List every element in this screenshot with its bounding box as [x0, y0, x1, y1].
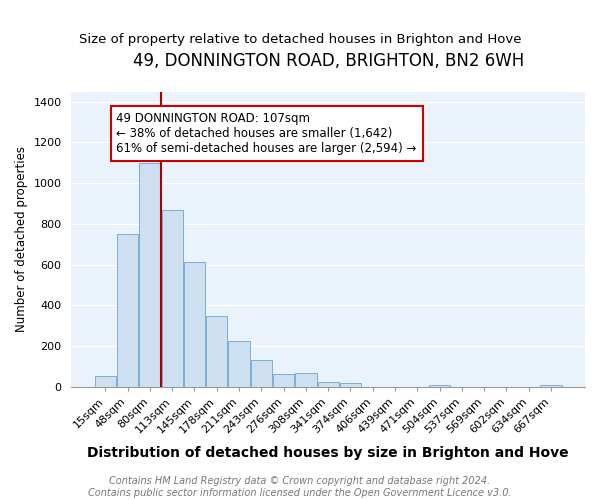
Bar — [251, 360, 272, 387]
Bar — [161, 210, 183, 387]
Bar — [229, 340, 250, 387]
Text: Size of property relative to detached houses in Brighton and Hove: Size of property relative to detached ho… — [79, 32, 521, 46]
Bar — [429, 385, 450, 387]
Bar — [206, 316, 227, 387]
Bar — [541, 385, 562, 387]
Bar — [340, 384, 361, 387]
Y-axis label: Number of detached properties: Number of detached properties — [15, 146, 28, 332]
X-axis label: Distribution of detached houses by size in Brighton and Hove: Distribution of detached houses by size … — [88, 446, 569, 460]
Bar — [273, 374, 294, 387]
Bar — [139, 163, 160, 387]
Bar — [117, 234, 138, 387]
Title: 49, DONNINGTON ROAD, BRIGHTON, BN2 6WH: 49, DONNINGTON ROAD, BRIGHTON, BN2 6WH — [133, 52, 524, 70]
Bar — [317, 382, 339, 387]
Text: Contains HM Land Registry data © Crown copyright and database right 2024.
Contai: Contains HM Land Registry data © Crown c… — [88, 476, 512, 498]
Text: 49 DONNINGTON ROAD: 107sqm
← 38% of detached houses are smaller (1,642)
61% of s: 49 DONNINGTON ROAD: 107sqm ← 38% of deta… — [116, 112, 417, 155]
Bar — [95, 376, 116, 387]
Bar — [295, 372, 317, 387]
Bar — [184, 262, 205, 387]
